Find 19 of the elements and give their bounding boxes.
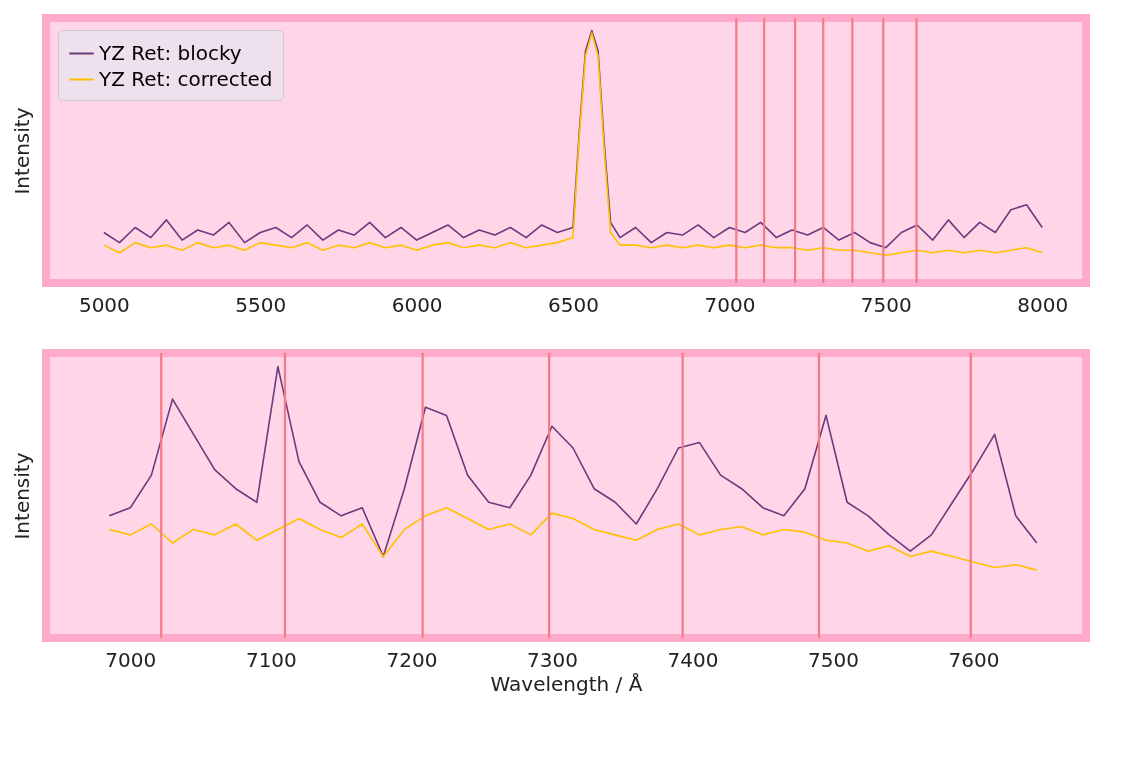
x-tick-label: 7500 xyxy=(860,292,912,317)
x-tick-label: 7000 xyxy=(105,647,157,672)
x-tick-label: 7500 xyxy=(808,647,859,672)
x-tick-label: 7100 xyxy=(245,647,297,672)
x-tick-label: 6500 xyxy=(548,292,599,317)
x-tick-label: 6000 xyxy=(391,292,443,317)
x-tick-label: 7400 xyxy=(667,647,719,672)
x-tick-label: 7200 xyxy=(386,647,438,672)
x-tick-label: 8000 xyxy=(1017,292,1069,317)
legend-label: YZ Ret: corrected xyxy=(98,66,273,91)
x-tick-label: 7000 xyxy=(704,292,756,317)
y-axis-title: Intensity xyxy=(9,452,34,540)
x-tick-label: 5500 xyxy=(235,292,287,317)
y-axis-title: Intensity xyxy=(9,107,34,195)
x-tick-label: 5000 xyxy=(78,292,130,317)
x-axis-title: Wavelength / Å xyxy=(490,671,643,696)
x-tick-label: 7600 xyxy=(948,647,1000,672)
x-tick-label: 7300 xyxy=(526,647,578,672)
legend-label: YZ Ret: blocky xyxy=(98,40,242,65)
